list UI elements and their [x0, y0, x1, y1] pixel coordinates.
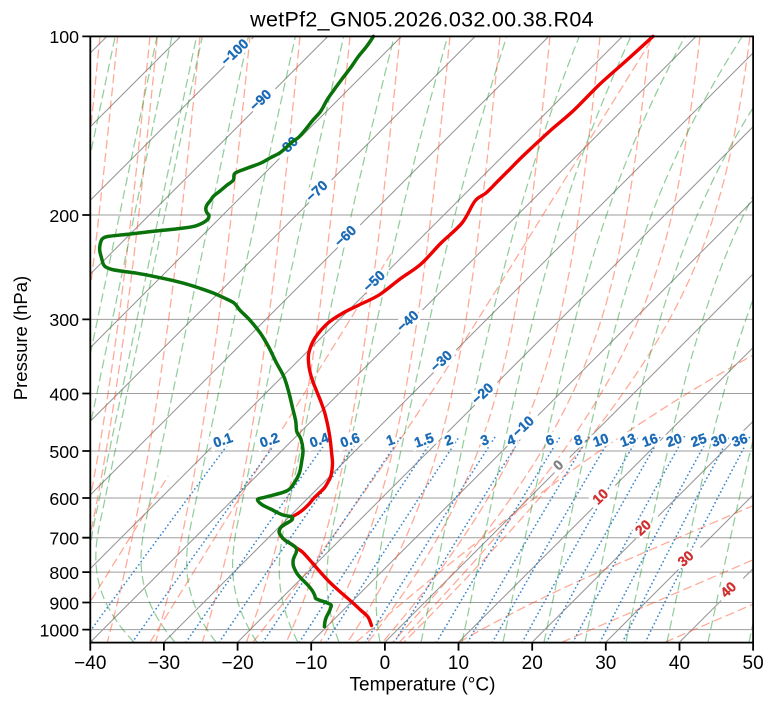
svg-text:wetPf2_GN05.2026.032.00.38.R04: wetPf2_GN05.2026.032.00.38.R04 — [249, 8, 594, 32]
svg-text:1.5: 1.5 — [412, 429, 436, 451]
svg-text:1000: 1000 — [39, 620, 79, 640]
svg-text:0.1: 0.1 — [211, 429, 235, 451]
svg-text:Temperature (°C): Temperature (°C) — [350, 675, 496, 696]
svg-text:0.6: 0.6 — [338, 429, 362, 451]
svg-text:−20: −20 — [221, 653, 253, 674]
svg-text:300: 300 — [49, 310, 79, 330]
svg-text:−40: −40 — [74, 653, 106, 674]
svg-text:13: 13 — [618, 430, 638, 450]
svg-text:0.4: 0.4 — [307, 429, 331, 451]
svg-text:100: 100 — [49, 27, 79, 47]
svg-text:40: 40 — [669, 653, 690, 674]
svg-text:Pressure (hPa): Pressure (hPa) — [10, 276, 31, 400]
svg-text:25: 25 — [689, 430, 709, 450]
svg-text:36: 36 — [730, 430, 750, 450]
svg-text:600: 600 — [49, 489, 79, 509]
svg-text:10: 10 — [448, 653, 469, 674]
svg-text:10: 10 — [591, 430, 611, 450]
svg-text:16: 16 — [640, 430, 660, 450]
svg-text:200: 200 — [49, 206, 79, 226]
svg-text:−30: −30 — [148, 653, 180, 674]
svg-text:30: 30 — [709, 430, 729, 450]
svg-text:900: 900 — [49, 593, 79, 613]
svg-text:700: 700 — [49, 529, 79, 549]
svg-text:50: 50 — [743, 653, 764, 674]
svg-text:0: 0 — [380, 653, 391, 674]
svg-text:20: 20 — [664, 430, 684, 450]
svg-text:30: 30 — [595, 653, 616, 674]
svg-text:800: 800 — [49, 563, 79, 583]
svg-text:400: 400 — [49, 384, 79, 404]
svg-text:0.2: 0.2 — [258, 429, 282, 451]
svg-text:20: 20 — [522, 653, 543, 674]
svg-text:−10: −10 — [295, 653, 327, 674]
svg-text:500: 500 — [49, 442, 79, 462]
